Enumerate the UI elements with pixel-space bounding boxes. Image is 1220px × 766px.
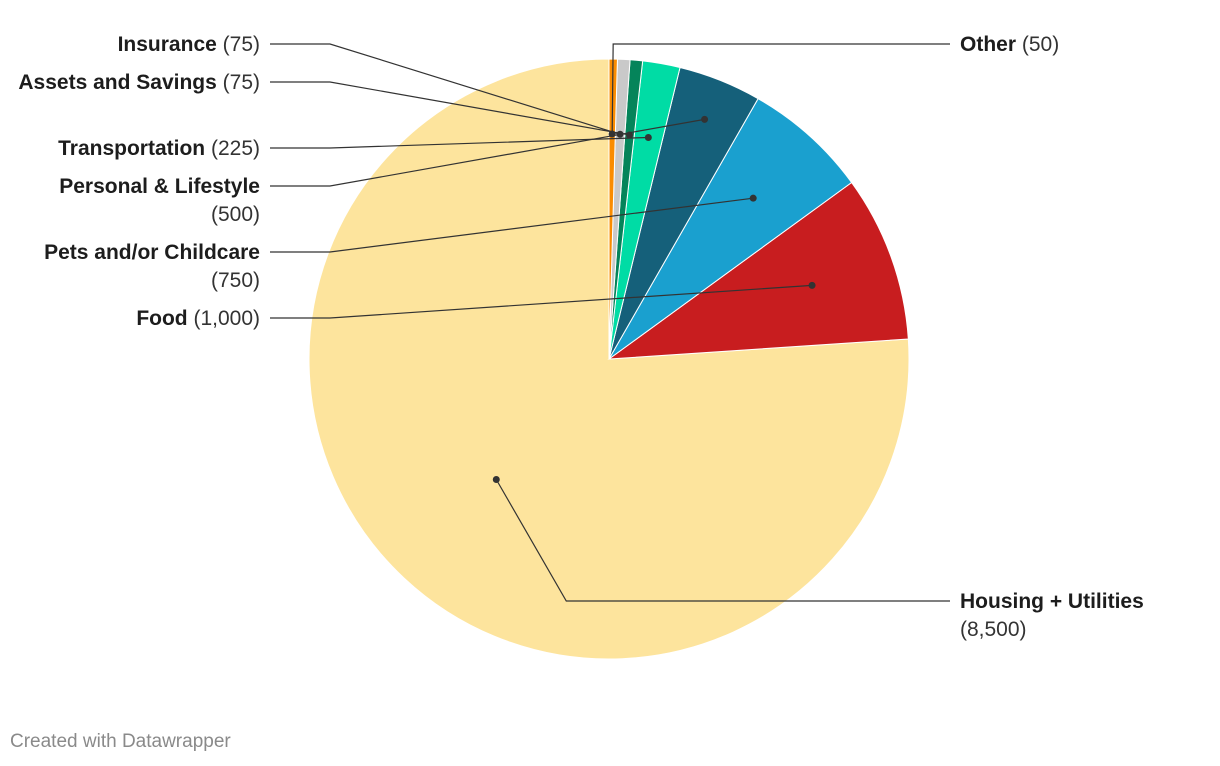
label-value: (8,500) <box>960 618 1027 641</box>
label-assets-and-savings: Assets and Savings (75) <box>18 71 260 94</box>
leader-line-transportation <box>270 136 649 149</box>
leader-dot-personal-lifestyle <box>701 115 709 123</box>
leader-lines <box>270 43 950 602</box>
leader-line-other <box>611 43 950 135</box>
leader-dot-food <box>808 281 816 289</box>
leader-dot-transportation <box>644 133 652 141</box>
label-value: (225) <box>205 137 260 160</box>
leader-line-assets-and-savings <box>270 81 630 136</box>
slice-food <box>607 181 909 360</box>
label-name: Other <box>960 33 1016 56</box>
label-other: Other (50) <box>960 33 1059 56</box>
label-name: Assets and Savings <box>18 71 216 94</box>
leader-line-food <box>270 284 813 319</box>
datawrapper-credit: Created with Datawrapper <box>10 731 231 752</box>
label-insurance: Insurance (75) <box>118 33 260 56</box>
slice-pets-and-or-childcare <box>608 97 853 360</box>
label-value: (75) <box>217 71 260 94</box>
label-personal-lifestyle: Personal & Lifestyle (500) <box>59 175 260 226</box>
label-name: Personal & Lifestyle <box>59 175 260 198</box>
leader-line-housing-utilities <box>495 479 950 602</box>
leader-line-personal-lifestyle <box>270 118 705 187</box>
leader-dot-assets-and-savings <box>626 131 634 139</box>
label-name: Transportation <box>58 137 205 160</box>
label-pets-and-or-childcare: Pets and/or Childcare (750) <box>44 241 260 292</box>
leader-dot-pets-and-or-childcare <box>749 194 757 202</box>
label-transportation: Transportation (225) <box>58 137 260 160</box>
label-value: (50) <box>1016 33 1059 56</box>
label-housing-utilities: Housing + Utilities (8,500) <box>960 590 1144 641</box>
label-food: Food (1,000) <box>136 307 260 330</box>
pie-slices <box>308 58 910 660</box>
label-value: (750) <box>211 269 260 292</box>
slice-labels: Housing + Utilities (8,500) Food (1,000) Pe… <box>18 33 1143 641</box>
label-name: Food <box>136 307 187 330</box>
leader-dot-insurance <box>616 130 624 138</box>
label-name: Housing + Utilities <box>960 590 1144 613</box>
label-value: (75) <box>217 33 260 56</box>
label-value: (500) <box>211 203 260 226</box>
label-value: (1,000) <box>188 307 260 330</box>
leader-dot-housing-utilities <box>492 476 500 484</box>
label-name: Insurance <box>118 33 217 56</box>
leader-line-insurance <box>270 43 621 135</box>
leader-dot-other <box>608 130 616 138</box>
leader-line-pets-and-or-childcare <box>270 197 754 253</box>
label-name: Pets and/or Childcare <box>44 241 260 264</box>
